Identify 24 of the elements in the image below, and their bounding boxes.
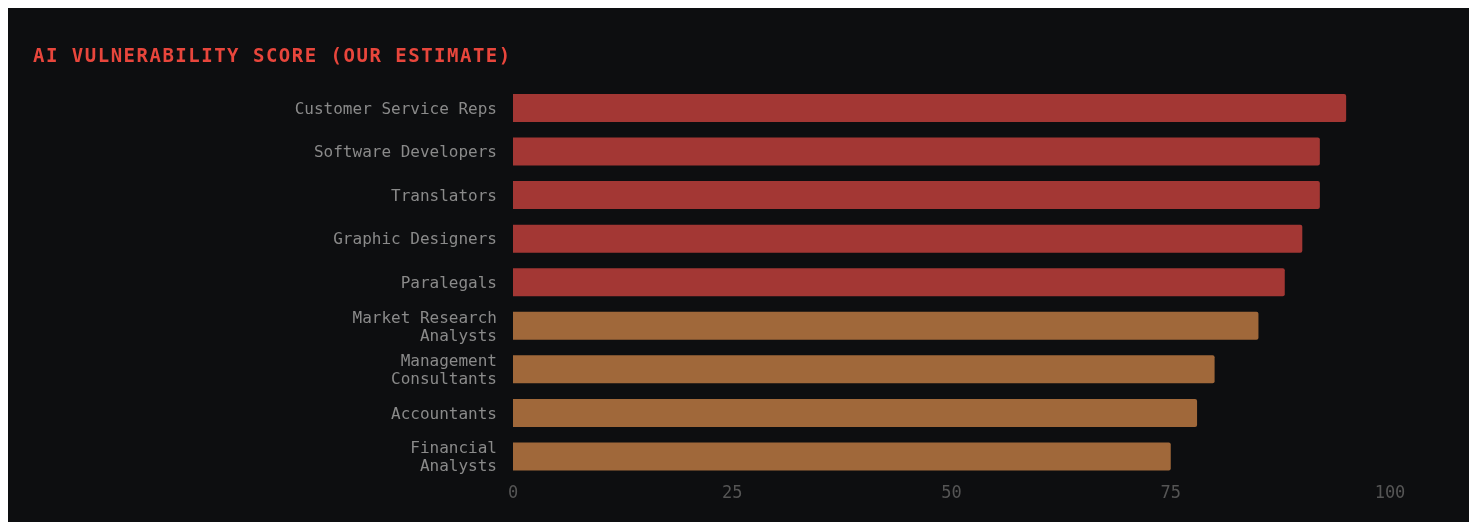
x-tick-label: 50: [941, 482, 962, 503]
y-tick-label: Financial Analysts: [410, 437, 497, 475]
bar: [513, 94, 1347, 122]
x-tick-label: 75: [1160, 482, 1181, 503]
x-tick-label: 25: [722, 482, 743, 503]
y-tick-label: Customer Service Reps: [294, 98, 497, 118]
y-tick-label: Market Research Analysts: [352, 307, 497, 345]
y-tick-label: Accountants: [391, 403, 497, 423]
bar: [513, 355, 1215, 384]
y-tick-label: Software Developers: [313, 141, 497, 161]
y-tick-label: Translators: [391, 185, 497, 205]
y-tick-label: Graphic Designers: [333, 228, 497, 248]
bar: [513, 398, 1198, 427]
x-tick-label: 0: [507, 482, 519, 503]
bar: [513, 442, 1171, 471]
bar: [513, 311, 1259, 340]
bar: [513, 137, 1320, 166]
bar: [513, 224, 1303, 253]
bar: [513, 268, 1285, 297]
x-tick-label: 100: [1374, 482, 1406, 503]
text: AI VULNERABILITY SCORE (OUR ESTIMATE): [33, 44, 512, 66]
bar: [513, 181, 1320, 210]
y-tick-label: Paralegals: [400, 272, 497, 292]
y-tick-label: Management Consultants: [391, 350, 497, 388]
